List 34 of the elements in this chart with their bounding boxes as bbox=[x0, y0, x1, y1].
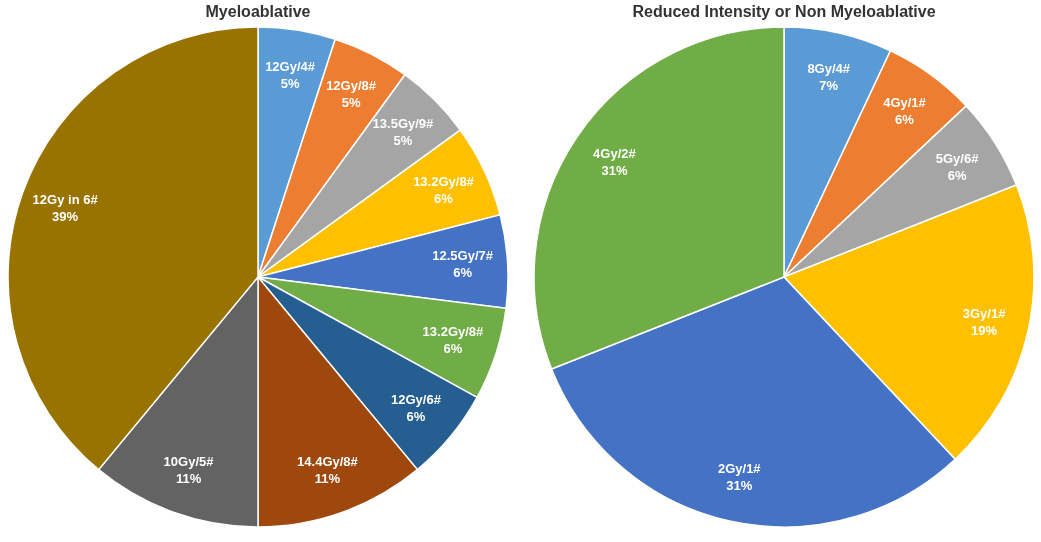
slice-label: 4Gy/1# bbox=[883, 95, 927, 111]
slice-label: 4Gy/2# bbox=[593, 145, 637, 161]
chart-title: Myeloablative bbox=[205, 3, 311, 20]
slice-label: 12.5Gy/7# bbox=[432, 248, 494, 264]
data-label: 11% bbox=[175, 470, 202, 486]
data-label: 11% bbox=[314, 470, 341, 486]
data-label: 6% bbox=[406, 408, 426, 424]
data-label: 5% bbox=[393, 133, 413, 149]
slice-label: 13.2Gy/8# bbox=[413, 173, 475, 189]
data-label: 31% bbox=[726, 478, 753, 494]
data-label: 5% bbox=[341, 95, 361, 111]
data-label: 5% bbox=[280, 75, 300, 91]
slice-label: 8Gy/4# bbox=[807, 60, 851, 76]
data-label: 19% bbox=[971, 322, 998, 338]
slice-label: 12Gy/6# bbox=[391, 391, 442, 407]
slice-label: 12Gy/8# bbox=[326, 78, 377, 94]
data-label: 6% bbox=[443, 341, 463, 357]
slice-label: 13.5Gy/9# bbox=[372, 116, 435, 132]
slice-label: 14.4Gy/8# bbox=[297, 453, 359, 469]
data-label: 6% bbox=[434, 190, 454, 206]
slice-label: 12Gy in 6# bbox=[32, 191, 99, 207]
slice-label: 2Gy/1# bbox=[717, 461, 762, 477]
slice-label: 3Gy/1# bbox=[962, 305, 1007, 321]
data-label: 31% bbox=[601, 162, 628, 178]
data-label: 6% bbox=[895, 112, 915, 128]
slice-label: 12Gy/4# bbox=[265, 58, 316, 74]
data-label: 6% bbox=[453, 265, 473, 281]
data-label: 7% bbox=[819, 77, 839, 93]
slice-label: 5Gy/6# bbox=[935, 151, 980, 167]
slice-label: 13.2Gy/8# bbox=[422, 324, 485, 340]
chart-title: Reduced Intensity or Non Myeloablative bbox=[632, 3, 936, 20]
data-label: 39% bbox=[52, 208, 79, 224]
data-label: 6% bbox=[947, 168, 967, 184]
slice-label: 10Gy/5# bbox=[163, 453, 215, 469]
